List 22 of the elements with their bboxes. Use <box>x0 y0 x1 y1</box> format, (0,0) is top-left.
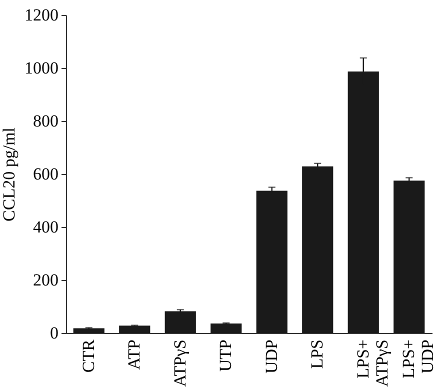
x-tick-label: CTR <box>78 338 98 373</box>
x-tick-label: LPS+ UDP <box>399 340 438 378</box>
bar <box>394 180 425 333</box>
x-tick-label: LPS+ ATPγS <box>353 340 392 387</box>
x-tick-label: UTP <box>216 340 236 372</box>
bar <box>256 190 288 333</box>
y-tick-label: 200 <box>33 270 58 290</box>
bar <box>302 166 334 333</box>
y-tick-label: 400 <box>33 218 58 236</box>
bar <box>73 328 104 333</box>
bar <box>119 326 150 333</box>
bar <box>210 323 242 333</box>
x-tick-label: ATPγS <box>170 340 190 387</box>
y-tick-label: 800 <box>33 112 58 130</box>
x-tick-label: UDP <box>262 340 281 374</box>
y-axis-title: CCL20 pg/ml <box>0 127 18 222</box>
y-tick-label: 1200 <box>24 6 58 24</box>
y-tick-label: 0 <box>50 324 58 342</box>
x-tick-label: LPS <box>308 340 327 369</box>
x-tick-label: ATP <box>124 340 144 370</box>
y-tick-label: 1000 <box>24 58 58 78</box>
y-tick-label: 600 <box>33 164 58 184</box>
